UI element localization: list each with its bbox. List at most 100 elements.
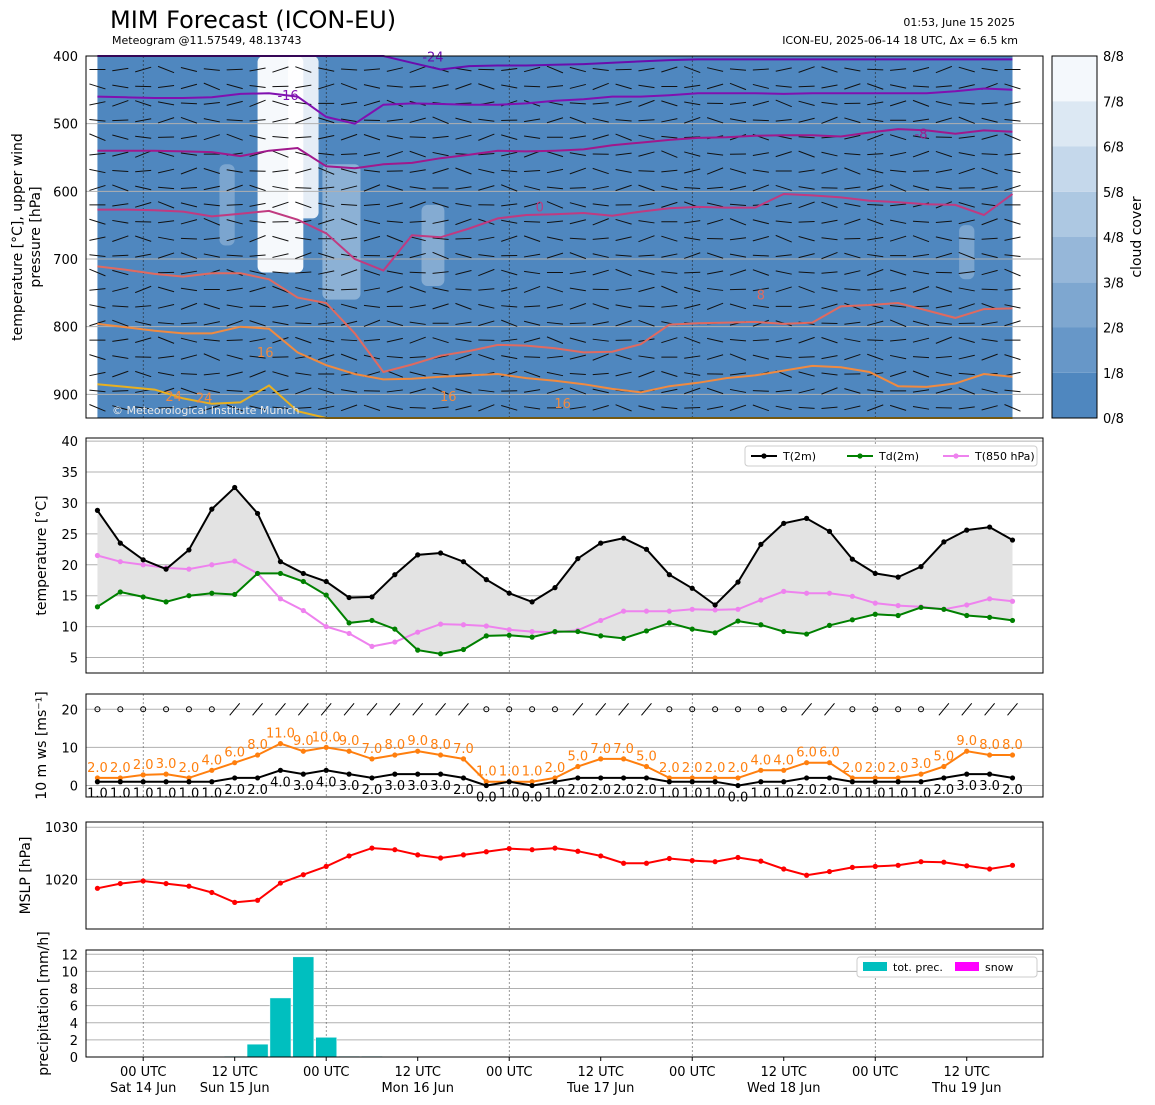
y-tick-label: 600 — [53, 185, 78, 200]
wind-barb — [523, 337, 541, 343]
wind-barb — [1004, 133, 1021, 141]
wind-barb — [752, 304, 769, 309]
series-point — [232, 558, 238, 564]
wind-barb — [775, 184, 792, 191]
x-tick-label: Wed 18 Jun — [747, 1081, 820, 1096]
wind-barb — [729, 101, 747, 105]
wind-barb — [363, 84, 381, 89]
wind-barb — [226, 83, 243, 90]
wind-barb — [180, 186, 197, 189]
series-point — [918, 604, 924, 611]
gust-point — [620, 756, 627, 762]
wind-barb — [638, 99, 655, 107]
wind-barb — [340, 303, 358, 310]
wind-barb — [409, 321, 426, 325]
wind-barb — [389, 702, 401, 716]
wind-barb — [1004, 184, 1021, 191]
series-point — [964, 527, 970, 533]
wind-barb — [318, 186, 335, 190]
gust-label: 2.0 — [87, 761, 108, 776]
wind-barb — [752, 354, 769, 360]
wind-barb — [546, 252, 564, 259]
wind-barb — [89, 101, 106, 106]
wind-barb — [638, 220, 655, 224]
wind-barb — [501, 305, 518, 308]
wind-barb — [340, 269, 358, 276]
wind-barb — [523, 285, 541, 293]
wind-barb — [432, 372, 449, 376]
wind-barb — [935, 220, 952, 223]
wind-barb — [729, 237, 747, 241]
wind-calm-marker — [872, 706, 879, 713]
speed-label: 3.0 — [293, 779, 314, 794]
series-point — [483, 633, 489, 639]
wind-barb — [1004, 404, 1021, 412]
series-point — [232, 484, 238, 491]
wind-barb — [89, 133, 106, 141]
wind-barb — [272, 271, 289, 274]
wind-barb — [638, 134, 655, 140]
wind-barb — [501, 169, 518, 173]
series-point — [415, 552, 421, 558]
wind-barb — [821, 387, 838, 395]
wind-barb — [341, 288, 358, 291]
wind-barb — [729, 253, 747, 258]
wind-barb — [912, 253, 930, 258]
wind-barb — [958, 372, 975, 376]
series-point — [666, 572, 672, 578]
wind-barb — [295, 66, 312, 73]
wind-barb — [844, 218, 861, 225]
mslp-point — [872, 863, 878, 869]
wind-barb — [318, 83, 335, 90]
wind-barb — [615, 268, 632, 277]
wind-barb — [386, 270, 403, 275]
wind-barb — [363, 68, 380, 71]
wind-barb — [135, 320, 152, 326]
gust-label: 4.0 — [201, 753, 222, 768]
wind-barb — [798, 150, 815, 158]
wind-barb — [775, 270, 792, 275]
wind-barb — [135, 370, 152, 378]
wind-barb — [386, 320, 403, 327]
mslp-point — [437, 855, 444, 861]
wind-barb — [455, 405, 472, 411]
wind-barb — [180, 337, 198, 343]
wind-barb — [729, 269, 747, 276]
wind-barb — [409, 407, 426, 409]
mslp-point — [689, 858, 695, 864]
colorbar-swatch — [1052, 282, 1097, 328]
mslp-point — [918, 859, 924, 865]
wind-barb — [775, 202, 792, 208]
wind-barb — [318, 252, 335, 259]
wind-barb — [501, 84, 518, 89]
series-point — [552, 628, 558, 635]
wind-barb — [684, 236, 701, 241]
wind-barb — [867, 269, 884, 276]
series-point — [575, 555, 581, 562]
wind-barb — [844, 338, 861, 343]
mslp-point — [758, 858, 764, 864]
series-point — [941, 539, 947, 545]
gust-label: 11.0 — [266, 727, 295, 742]
wind-barb — [478, 185, 495, 191]
series-point — [300, 607, 306, 614]
wind-barb — [844, 83, 861, 90]
wind-barb — [203, 102, 220, 105]
wind-barb — [409, 336, 426, 344]
gust-point — [918, 771, 924, 777]
wind-barb — [661, 253, 678, 258]
wind-barb — [935, 186, 952, 190]
wind-barb — [729, 68, 747, 71]
wind-barb — [203, 168, 220, 175]
y-tick-label: 30 — [61, 497, 78, 512]
wind-barb — [775, 338, 792, 343]
series-point — [392, 639, 398, 645]
wind-barb — [935, 371, 952, 377]
wind-barb — [935, 321, 952, 325]
wind-barb — [1004, 218, 1021, 225]
series-point — [849, 556, 855, 562]
wind-barb — [1004, 236, 1021, 241]
series-point — [437, 550, 444, 556]
wind-barb — [638, 203, 655, 207]
series-point — [872, 570, 878, 577]
